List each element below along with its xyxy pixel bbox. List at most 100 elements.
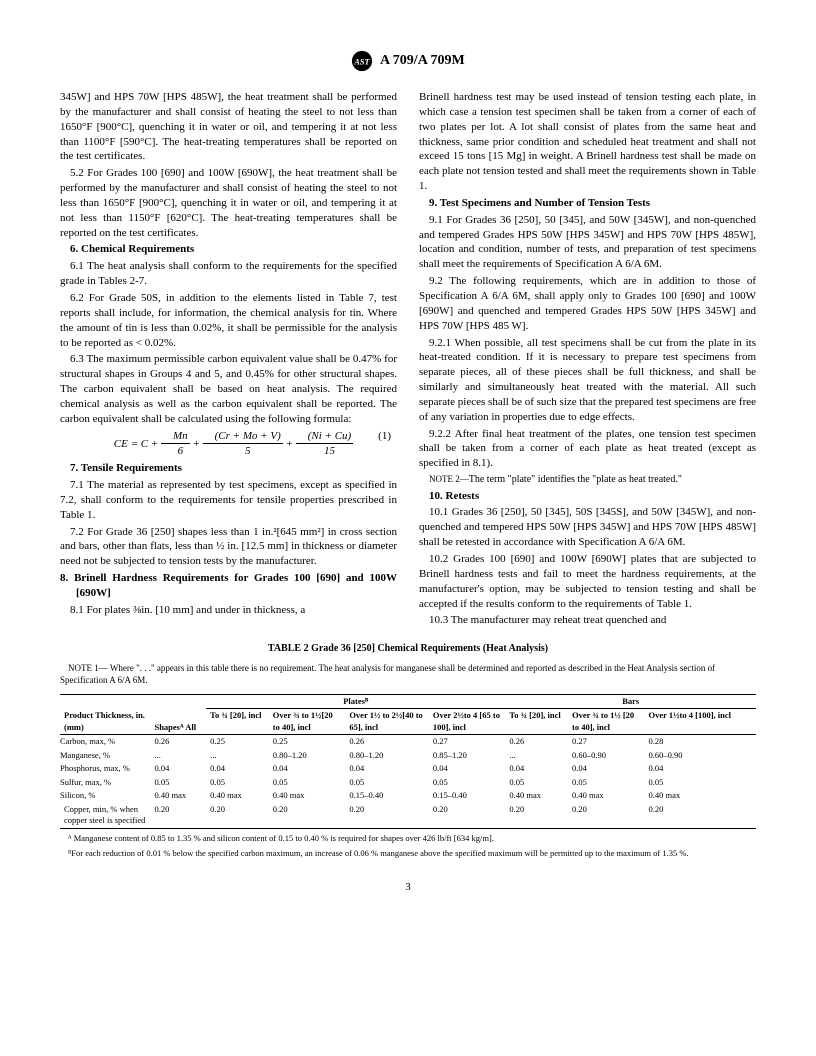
table-cell: 0.04 [645,762,756,775]
table-cell: Sulfur, max, % [60,776,150,789]
table-cell: 0.20 [269,803,346,828]
table-cell: 0.40 max [269,789,346,802]
table-cell: ... [206,749,269,762]
table-cell: 0.85–1.20 [429,749,506,762]
formula-ce: CE = C + Mn6 + (Cr + Mo + V)5 + (Ni + Cu… [60,429,397,460]
th-plates: Platesᴮ [206,694,505,708]
para-7-1: 7.1 The material as represented by test … [60,478,397,523]
table-cell: 0.20 [206,803,269,828]
table-cell: ... [150,749,206,762]
para-6-3: 6.3 The maximum permissible carbon equiv… [60,352,397,426]
table-cell: 0.15–0.40 [345,789,429,802]
table-cell: 0.27 [568,735,645,749]
table-cell: 0.15–0.40 [429,789,506,802]
table-cell: 0.28 [645,735,756,749]
table-cell: 0.25 [206,735,269,749]
table-cell: Copper, min, % when copper steel is spec… [60,803,150,828]
para-5-1-cont: 345W] and HPS 70W [HPS 485W], the heat t… [60,90,397,164]
th-bars: Bars [505,694,756,708]
table-cell: 0.60–0.90 [568,749,645,762]
section-6: 6. Chemical Requirements [60,242,397,257]
table-cell: 0.05 [206,776,269,789]
th-b1: To ¾ [20], incl [505,709,568,735]
table-cell: 0.40 max [206,789,269,802]
th-p2: Over ¾ to 1½[20 to 40], incl [269,709,346,735]
table-cell: 0.40 max [150,789,206,802]
formula-lhs: CE = C + [114,437,159,449]
formula-frac: Mn6 [161,429,190,460]
th-b2: Over ¾ to 1½ [20 to 40], incl [568,709,645,735]
para-9-1: 9.1 For Grades 36 [250], 50 [345], and 5… [419,213,756,272]
para-8-1-cont: Brinell hardness test may be used instea… [419,90,756,194]
th-p3: Over 1½ to 2½[40 to 65], incl [345,709,429,735]
table-row: Sulfur, max, %0.050.050.050.050.050.050.… [60,776,756,789]
para-9-2-2: 9.2.2 After final heat treatment of the … [419,427,756,472]
table-cell: 0.40 max [505,789,568,802]
table-cell: 0.05 [429,776,506,789]
table-cell: 0.26 [345,735,429,749]
table-note-1: NOTE 1— Where ". . ." appears in this ta… [60,662,756,686]
th-b3: Over 1½to 4 [100], incl [645,709,756,735]
note-2: NOTE 2—The term "plate" identifies the "… [419,473,756,487]
note-2-label: NOTE 2— [429,474,469,484]
para-9-2: 9.2 The following requirements, which ar… [419,274,756,333]
table-cell: 0.20 [568,803,645,828]
table-cell: 0.05 [568,776,645,789]
table-row: Carbon, max, %0.260.250.250.260.270.260.… [60,735,756,749]
table-2: TABLE 2 Grade 36 [250] Chemical Requirem… [60,642,756,859]
table-cell: 0.04 [269,762,346,775]
table-cell: 0.25 [269,735,346,749]
table-cell: 0.26 [505,735,568,749]
table-cell: Silicon, % [60,789,150,802]
th-p4: Over 2½to 4 [65 to 100], incl [429,709,506,735]
para-5-2: 5.2 For Grades 100 [690] and 100W [690W]… [60,166,397,240]
table-cell: 0.26 [150,735,206,749]
table-cell: 0.20 [645,803,756,828]
para-9-2-1: 9.2.1 When possible, all test specimens … [419,336,756,425]
para-10-3: 10.3 The manufacturer may reheat treat q… [419,613,756,628]
table-cell: 0.05 [150,776,206,789]
chem-table: Product Thickness, in. (mm) Shapesᴬ All … [60,694,756,829]
table-cell: 0.20 [345,803,429,828]
note-2-text: The term "plate" identifies the "plate a… [469,474,682,485]
table-cell: 0.20 [429,803,506,828]
table-note-label: NOTE 1— [68,663,108,673]
section-8: 8. Brinell Hardness Requirements for Gra… [60,571,397,601]
table-cell: 0.04 [345,762,429,775]
section-7: 7. Tensile Requirements [60,461,397,476]
table-row: Silicon, %0.40 max0.40 max0.40 max0.15–0… [60,789,756,802]
table-row: Copper, min, % when copper steel is spec… [60,803,756,828]
table-cell: 0.04 [429,762,506,775]
table-cell: 0.40 max [568,789,645,802]
para-6-2: 6.2 For Grade 50S, in addition to the el… [60,291,397,350]
table-cell: 0.04 [206,762,269,775]
para-10-1: 10.1 Grades 36 [250], 50 [345], 50S [345… [419,505,756,550]
table-note-text: Where ". . ." appears in this table ther… [60,663,715,685]
section-9: 9. Test Specimens and Number of Tension … [419,196,756,211]
table-cell: 0.04 [150,762,206,775]
table-cell: 0.20 [505,803,568,828]
page-number: 3 [60,880,756,895]
body-columns: 345W] and HPS 70W [HPS 485W], the heat t… [60,90,756,628]
footnote-a: ᴬ Manganese content of 0.85 to 1.35 % an… [60,833,756,844]
svg-text:AST: AST [354,58,371,67]
table-cell: 0.05 [345,776,429,789]
th-shapes: Shapesᴬ All [150,694,206,734]
table-cell: 0.80–1.20 [269,749,346,762]
table-cell: 0.80–1.20 [345,749,429,762]
table-row: Manganese, %......0.80–1.200.80–1.200.85… [60,749,756,762]
table-title: TABLE 2 Grade 36 [250] Chemical Requirem… [60,642,756,656]
page-header: AST A 709/A 709M [60,50,756,72]
th-p1: To ¾ [20], incl [206,709,269,735]
table-cell: 0.05 [645,776,756,789]
table-cell: 0.05 [269,776,346,789]
th-product: Product Thickness, in. (mm) [60,694,150,734]
table-cell: Manganese, % [60,749,150,762]
designation: A 709/A 709M [380,53,465,68]
para-6-1: 6.1 The heat analysis shall conform to t… [60,259,397,289]
astm-logo-icon: AST [351,50,373,72]
eq-number: (1) [368,429,391,444]
table-cell: 0.27 [429,735,506,749]
table-cell: 0.40 max [645,789,756,802]
para-7-2: 7.2 For Grade 36 [250] shapes less than … [60,525,397,570]
